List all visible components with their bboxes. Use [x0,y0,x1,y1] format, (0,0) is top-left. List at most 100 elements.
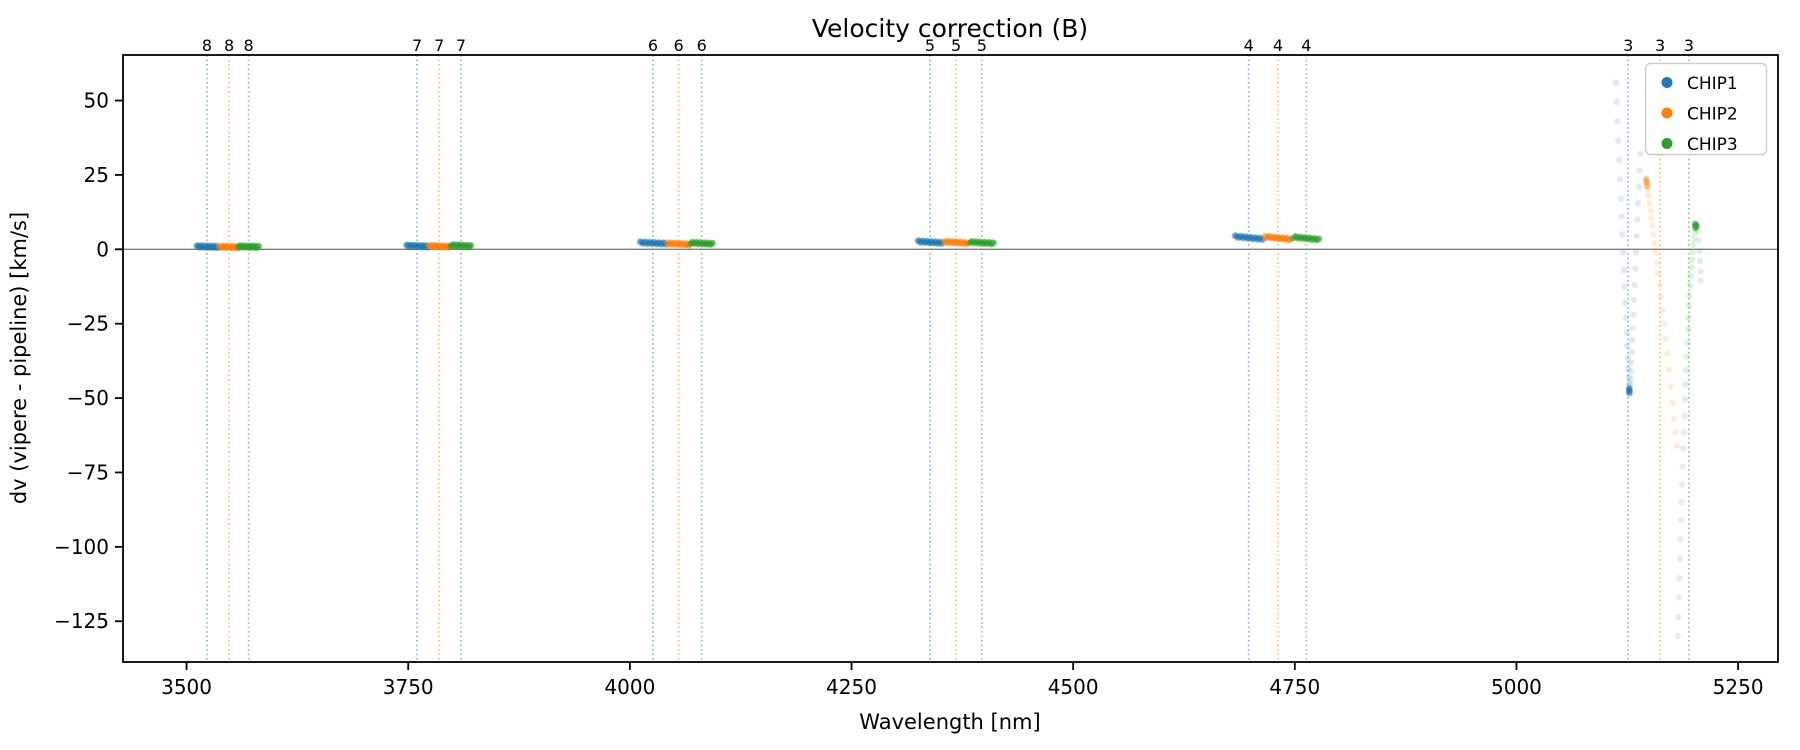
x-tick-label: 4000 [604,675,655,699]
y-tick-label: 50 [84,89,109,113]
data-point [457,242,464,249]
data-point-faint [1627,368,1635,375]
data-point [212,242,219,249]
data-point [948,237,956,245]
data-point-dense [1692,224,1699,232]
data-point [988,240,996,247]
data-point [916,238,924,245]
data-point [943,238,951,245]
data-point [220,244,227,251]
data-point [1303,236,1310,243]
data-point [1247,233,1254,240]
data-point [915,237,922,244]
data-point [222,242,230,249]
data-point-faint [1665,366,1673,373]
data-point [640,240,648,247]
data-point-faint [1676,555,1684,562]
data-point [686,241,693,248]
data-point [1281,236,1288,243]
data-point [208,243,215,250]
data-point-dense [1625,388,1633,396]
data-point [636,239,643,246]
data-point [927,238,934,245]
data-point [1269,234,1276,241]
x-tick-label: 4250 [826,675,877,699]
data-point [228,244,235,252]
data-point [433,244,441,251]
data-point [661,240,669,247]
data-point-faint [1693,222,1700,229]
data-point [695,241,702,248]
data-point-faint [1623,329,1630,336]
data-point [676,240,683,247]
data-point [448,242,455,249]
x-tick-label: 4750 [1269,675,1320,699]
data-point [648,241,656,248]
data-point-faint [1696,258,1704,265]
data-point [410,243,417,250]
data-point [230,243,237,250]
data-point [454,242,461,250]
data-point-faint [1688,264,1695,271]
data-point [699,241,706,248]
data-point [403,241,410,248]
data-point [968,237,975,244]
data-point [647,238,654,245]
y-tick-label: 0 [96,237,109,261]
legend: CHIP1 CHIP2 CHIP3 [1644,62,1768,156]
data-point [239,244,246,251]
data-point [229,242,236,249]
data-point [242,244,249,251]
data-point [210,244,217,252]
data-point [253,245,260,252]
data-point [197,242,204,249]
data-point [949,238,956,245]
y-axis-label: dv (vipere - pipeline) [km/s] [7,212,31,504]
data-point-faint [1653,259,1661,266]
order-label: 8 [202,36,212,55]
data-point [975,240,982,247]
data-point [1237,232,1244,239]
data-point [1273,234,1281,241]
data-point [687,240,694,247]
data-point [235,244,242,251]
data-point [987,240,994,247]
data-point [202,244,209,251]
data-point-faint [1617,195,1625,202]
data-point [1285,236,1292,243]
data-point [432,242,440,249]
data-point [962,239,969,246]
data-point [407,241,414,248]
data-point [652,240,659,247]
data-point [1302,235,1310,242]
data-point [428,242,435,249]
data-point [433,243,440,250]
data-point [673,241,680,248]
data-point-faint [1625,365,1632,372]
data-point [1284,234,1291,241]
data-point [438,244,445,251]
data-point [690,239,697,246]
data-point [434,244,441,251]
data-point-faint [1619,249,1627,256]
data-point [653,241,661,248]
data-point-dense [1625,385,1633,392]
data-point [675,239,682,246]
data-point [962,240,970,247]
data-point-faint [1647,207,1654,214]
data-point [461,243,468,250]
data-point-faint [1625,381,1633,388]
data-point [250,244,257,251]
data-point [1267,234,1274,241]
data-point-faint [1650,231,1657,238]
y-tick-label: −100 [54,535,109,559]
data-point [210,244,217,251]
data-point-faint [1634,200,1642,207]
data-point [958,240,966,247]
data-point [224,245,231,252]
data-point [972,239,979,246]
data-point [249,244,256,252]
data-point-dense [1643,178,1651,186]
data-point [1264,233,1271,240]
